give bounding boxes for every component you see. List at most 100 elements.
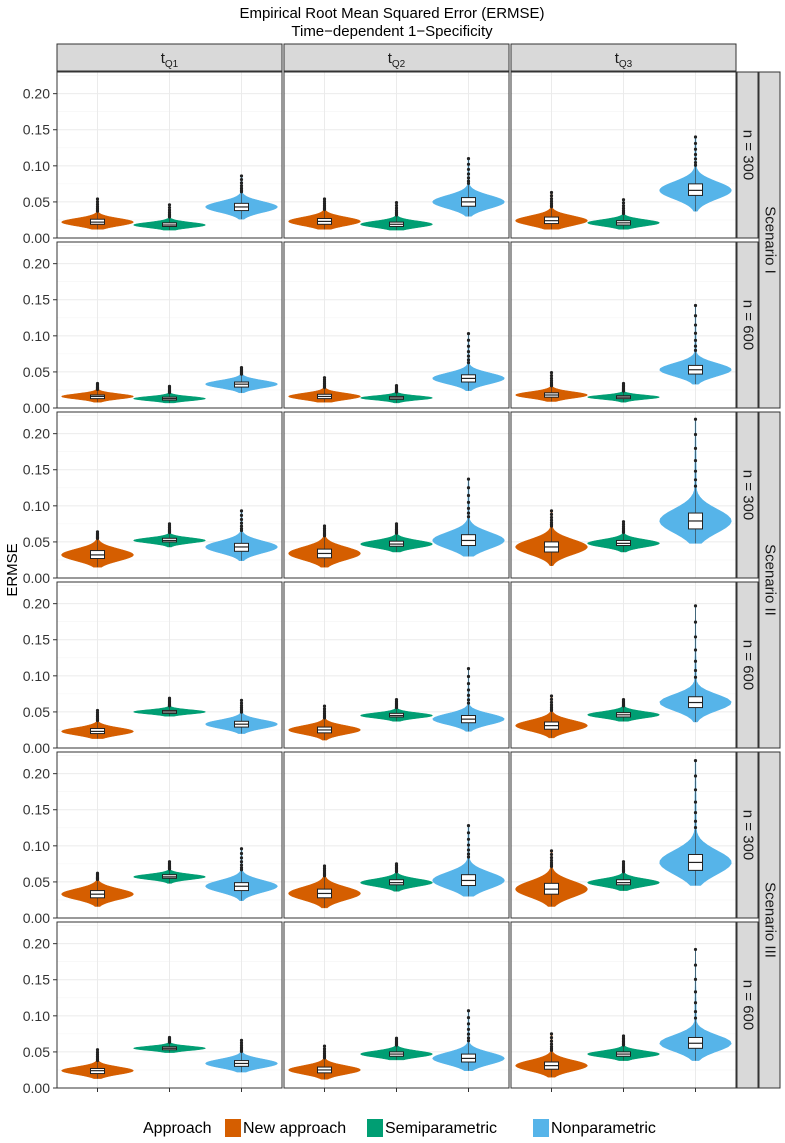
outlier-point [239,860,244,864]
column-strip [510,43,737,72]
panel [283,411,510,579]
outlier-point [394,208,399,212]
outlier-point [693,811,698,815]
outlier-point [693,648,698,652]
outlier-point [466,338,471,342]
outlier-point [693,314,698,318]
outlier-point [466,361,471,365]
outlier-point [621,698,626,702]
y-tick-label: 0.05 [23,1044,50,1060]
outlier-point [549,700,554,704]
panel-border [510,241,737,409]
legend: Approach New approach Semiparametric Nonpar… [143,1119,656,1137]
panel [510,71,737,239]
y-tick-label: 0.15 [23,292,50,308]
outlier-point [239,1038,244,1042]
scenario-strip [758,751,781,1089]
outlier-point [549,861,554,865]
legend-swatch [225,1119,241,1137]
row-strip-label: n = 600 [740,980,757,1030]
outlier-point [466,674,471,679]
column-strip-label: tQ3 [615,50,633,70]
panel-border [283,71,510,239]
outlier-point [693,620,698,624]
outlier-point [239,856,244,860]
outlier-point [239,698,244,702]
outlier-point [693,759,698,763]
outlier-point [549,199,554,203]
outlier-point [167,384,172,388]
outlier-point [549,521,554,525]
outlier-point [239,847,244,851]
outlier-point [239,701,244,705]
legend-swatch [367,1119,383,1137]
chart-title: Empirical Root Mean Squared Error (ERMSE… [239,5,544,22]
outlier-point [239,527,244,531]
outlier-point [239,866,244,870]
outlier-point [239,177,244,182]
panel-border [510,71,737,239]
y-tick-label: 0.05 [23,534,50,550]
outlier-point [466,848,471,852]
y-tick-label: 0.10 [23,328,50,344]
outlier-point [239,851,244,856]
outlier-point [693,1016,698,1020]
row-strip-label: n = 300 [740,470,757,520]
outlier-point [693,977,698,981]
outlier-point [466,682,471,686]
y-tick-label: 0.05 [23,704,50,720]
outlier-point [621,198,626,202]
outlier-point [693,303,698,308]
outlier-point [693,635,698,639]
y-tick-label: 0.10 [23,1008,50,1024]
outlier-point [549,197,554,201]
outlier-point [693,331,698,335]
outlier-point [466,172,471,176]
outlier-point [466,511,471,515]
outlier-point [239,513,244,517]
outlier-point [95,1048,100,1052]
outlier-point [466,1016,471,1020]
outlier-point [621,520,626,524]
outlier-point [239,524,244,528]
legend-label: New approach [243,1120,346,1137]
scenario-strip-label: Scenario I [762,206,779,274]
y-tick-label: 0.20 [23,936,50,952]
outlier-point [693,348,698,352]
panel [510,241,737,409]
row-strip [736,751,759,919]
y-tick-label: 0.05 [23,194,50,210]
panel [283,241,510,409]
outlier-point [693,338,698,342]
outlier-point [549,1036,554,1040]
y-tick-label: 0.00 [23,570,50,586]
outlier-point [549,1039,554,1043]
outlier-point [95,1052,100,1057]
outlier-point [466,1039,471,1043]
outlier-point [549,694,554,698]
row-strip-label: n = 600 [740,640,757,690]
panel-border [56,241,283,409]
y-tick-label: 0.15 [23,462,50,478]
outlier-point [466,843,471,847]
outlier-point [95,530,100,534]
y-tick-label: 0.00 [23,400,50,416]
outlier-point [466,1032,471,1036]
outlier-point [95,381,100,386]
outlier-point [693,141,698,146]
outlier-point [322,1044,327,1048]
outlier-point [466,1036,471,1040]
panel-border [283,411,510,579]
outlier-point [322,707,327,711]
panel-border [283,581,510,749]
outlier-point [549,371,554,375]
outlier-point [322,866,327,870]
panel [283,71,510,239]
outlier-point [95,1050,100,1054]
outlier-point [466,852,471,856]
outlier-point [322,199,327,203]
outlier-point [693,135,698,139]
row-strip [736,411,759,579]
panel-border [56,71,283,239]
